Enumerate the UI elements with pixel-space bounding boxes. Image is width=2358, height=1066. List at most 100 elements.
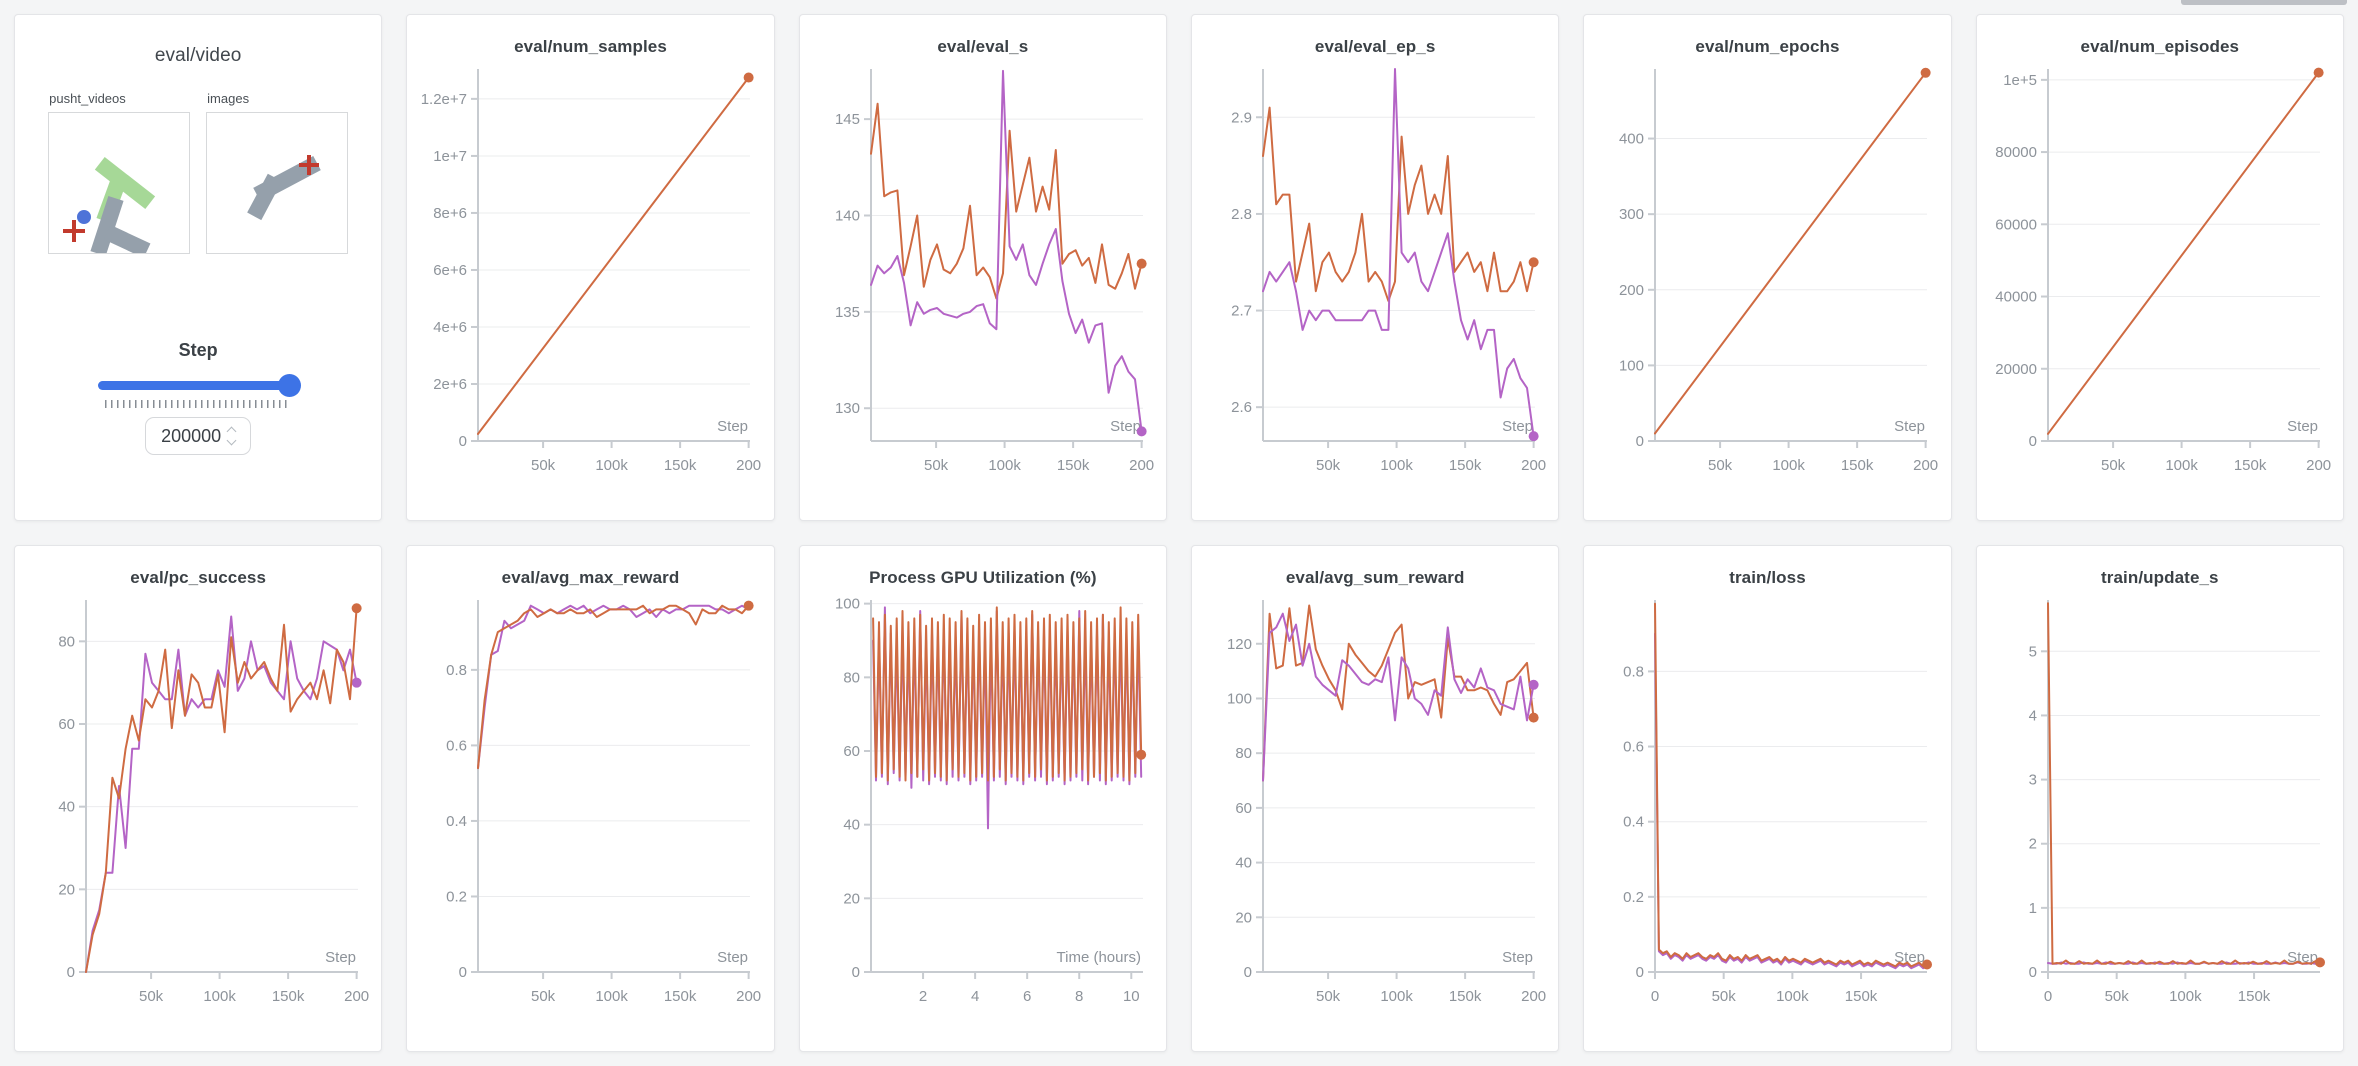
svg-text:60: 60: [58, 716, 75, 733]
svg-text:200: 200: [1619, 282, 1644, 299]
chart-eval-eval-ep-s[interactable]: 2.6 2.7 2.8 2.9 50k 100k 150k 200 Step: [1203, 59, 1547, 491]
svg-text:2.6: 2.6: [1231, 399, 1252, 416]
chart-eval-num-samples[interactable]: 0 2e+6 4e+6 6e+6 8e+6 1e+7 1.2e+7 50k 100k 150k 20…: [418, 59, 762, 491]
svg-text:6e+6: 6e+6: [434, 262, 468, 279]
svg-text:60: 60: [843, 743, 860, 760]
svg-text:100k: 100k: [2165, 457, 2198, 474]
svg-text:Step: Step: [325, 949, 356, 966]
thumbnail-caption: pusht_videos: [49, 91, 126, 106]
panel-eval-num-episodes: eval/num_episodes 0 20000 40000 60000 80000 1…: [1975, 14, 2344, 521]
svg-text:140: 140: [835, 207, 860, 224]
chart-title: eval/num_episodes: [2080, 37, 2240, 56]
svg-text:0: 0: [2044, 988, 2052, 1005]
step-slider-track[interactable]: [98, 381, 299, 390]
svg-text:200: 200: [737, 988, 762, 1005]
svg-text:0: 0: [1244, 964, 1252, 981]
chart-eval-num-episodes[interactable]: 0 20000 40000 60000 80000 1e+5 50k 100k 150k 200 S…: [1988, 59, 2332, 491]
panel-eval-pc-success: eval/pc_success 0 20 40 60 80 50k 100k 150k 200 S…: [14, 545, 383, 1052]
chart-eval-pc-success[interactable]: 0 20 40 60 80 50k 100k 150k 200 Step: [26, 590, 370, 1022]
svg-text:150k: 150k: [1057, 457, 1090, 474]
svg-text:Time (hours): Time (hours): [1056, 949, 1140, 966]
chart-eval-num-epochs[interactable]: 0 100 200 300 400 50k 100k 150k 200 Step: [1595, 59, 1939, 491]
panel-eval-eval-s: eval/eval_s 130 135 140 145 50k 100k 150k 200 St…: [798, 14, 1167, 521]
svg-text:0.4: 0.4: [447, 813, 468, 830]
svg-text:50k: 50k: [1316, 988, 1341, 1005]
step-value[interactable]: 200000: [161, 425, 222, 446]
panel-eval-num-samples: eval/num_samples 0 2e+6 4e+6 6e+6 8e+6 1e+7 1.…: [406, 14, 775, 521]
svg-text:80: 80: [1235, 745, 1252, 762]
chart-eval-avg-sum-reward[interactable]: 0 20 40 60 80 100 120 50k 100k 150k 200 Step: [1203, 590, 1547, 1022]
svg-text:80: 80: [843, 669, 860, 686]
svg-text:150k: 150k: [664, 988, 697, 1005]
svg-text:Step: Step: [718, 418, 749, 435]
svg-text:100k: 100k: [1773, 457, 1806, 474]
svg-text:100k: 100k: [1380, 988, 1413, 1005]
step-slider-label: Step: [178, 340, 218, 360]
svg-text:Step: Step: [718, 949, 749, 966]
panel-eval-num-epochs: eval/num_epochs 0 100 200 300 400 50k 100k 150k…: [1583, 14, 1952, 521]
panel-eval-avg-max-reward: eval/avg_max_reward 0 0.2 0.4 0.6 0.8 50k 100k…: [406, 545, 775, 1052]
svg-text:4e+6: 4e+6: [434, 319, 468, 336]
gray-t-object: [247, 155, 321, 221]
agent-dot: [77, 210, 92, 224]
svg-text:0.6: 0.6: [1624, 739, 1645, 756]
svg-text:100k: 100k: [596, 457, 629, 474]
svg-text:100k: 100k: [988, 457, 1021, 474]
goal-cross: [299, 155, 320, 175]
svg-text:1.2e+7: 1.2e+7: [421, 91, 467, 108]
chart-train-update-s[interactable]: 0 1 2 3 4 5 0 50k 100k 150k Step: [1988, 590, 2332, 1022]
gray-t-pusher-object: [90, 195, 151, 253]
svg-text:135: 135: [835, 304, 860, 321]
svg-text:130: 130: [835, 400, 860, 417]
svg-text:40000: 40000: [1995, 289, 2037, 306]
svg-text:2.9: 2.9: [1231, 109, 1252, 126]
svg-text:40: 40: [843, 817, 860, 834]
svg-text:20: 20: [58, 881, 75, 898]
svg-text:150k: 150k: [664, 457, 697, 474]
svg-text:0: 0: [2028, 433, 2036, 450]
chart-process-gpu-utilization[interactable]: 0 20 40 60 80 100 2 4 6 8 10 Time (hours): [811, 590, 1155, 1022]
svg-text:0: 0: [1651, 988, 1659, 1005]
svg-text:100k: 100k: [203, 988, 236, 1005]
chart-title: eval/avg_max_reward: [501, 568, 680, 587]
svg-text:1: 1: [2028, 900, 2036, 917]
svg-text:60000: 60000: [1995, 216, 2037, 233]
svg-text:50k: 50k: [531, 988, 556, 1005]
svg-text:Step: Step: [1895, 418, 1926, 435]
svg-text:100k: 100k: [2169, 988, 2202, 1005]
step-stepper[interactable]: [226, 426, 237, 446]
step-slider[interactable]: [98, 373, 302, 397]
chart-train-loss[interactable]: 0 0.2 0.4 0.6 0.8 0 50k 100k 150k Step: [1595, 590, 1939, 1022]
svg-text:Step: Step: [1895, 949, 1926, 966]
stepper-down-icon[interactable]: [226, 435, 237, 446]
svg-text:200: 200: [1521, 988, 1546, 1005]
panel-eval-video: eval/video pusht_videos: [14, 14, 383, 521]
svg-text:Step: Step: [1110, 418, 1141, 435]
svg-text:300: 300: [1619, 206, 1644, 223]
media-column-images: images: [206, 91, 349, 254]
pusht-video-thumbnail[interactable]: [48, 112, 191, 254]
svg-text:50k: 50k: [1708, 457, 1733, 474]
svg-text:100k: 100k: [596, 988, 629, 1005]
svg-text:20: 20: [843, 890, 860, 907]
svg-text:200: 200: [1129, 457, 1154, 474]
svg-text:60: 60: [1235, 800, 1252, 817]
chart-eval-avg-max-reward[interactable]: 0 0.2 0.4 0.6 0.8 50k 100k 150k 200 Step: [418, 590, 762, 1022]
panel-title: eval/video: [154, 45, 242, 66]
step-number-input[interactable]: 200000: [145, 417, 252, 455]
panel-eval-eval-ep-s: eval/eval_ep_s 2.6 2.7 2.8 2.9 50k 100k 150k 20…: [1191, 14, 1560, 521]
panel-train-loss: train/loss 0 0.2 0.4 0.6 0.8 0 50k 100k 150k Step: [1583, 545, 1952, 1052]
svg-text:150k: 150k: [2238, 988, 2271, 1005]
svg-text:150k: 150k: [1449, 457, 1482, 474]
svg-text:50k: 50k: [1316, 457, 1341, 474]
images-thumbnail[interactable]: [206, 112, 349, 254]
svg-text:145: 145: [835, 111, 860, 128]
svg-text:2e+6: 2e+6: [434, 376, 468, 393]
chart-title: train/update_s: [2101, 568, 2219, 587]
svg-text:2: 2: [2028, 836, 2036, 853]
panel-eval-avg-sum-reward: eval/avg_sum_reward 0 20 40 60 80 100 120 50k 10…: [1191, 545, 1560, 1052]
svg-text:0: 0: [459, 964, 467, 981]
step-slider-thumb[interactable]: [278, 374, 302, 397]
chart-eval-eval-s[interactable]: 130 135 140 145 50k 100k 150k 200 Step: [811, 59, 1155, 491]
chart-title: Process GPU Utilization (%): [869, 568, 1097, 587]
